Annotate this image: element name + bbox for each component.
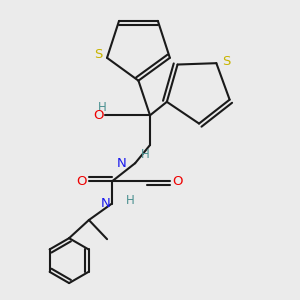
Text: S: S: [94, 48, 103, 61]
Text: O: O: [93, 109, 104, 122]
Text: H: H: [126, 194, 135, 207]
Text: S: S: [222, 55, 230, 68]
Text: H: H: [141, 148, 149, 161]
Text: N: N: [117, 157, 127, 170]
Text: O: O: [76, 175, 87, 188]
Text: H: H: [98, 100, 106, 114]
Text: N: N: [100, 197, 110, 210]
Text: O: O: [172, 175, 182, 188]
